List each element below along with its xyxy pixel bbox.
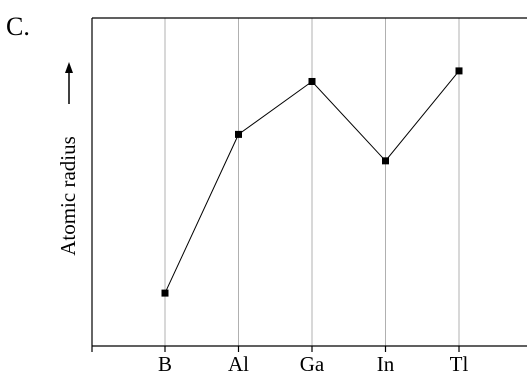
y-axis-label: Atomic radius [56, 136, 80, 256]
data-point-in [382, 157, 389, 165]
data-point-al [235, 130, 242, 138]
panel-label: C. [6, 12, 30, 41]
y-axis-arrow-head [65, 62, 73, 73]
y-axis-label-group: Atomic radius [56, 62, 80, 256]
x-axis-tick-labels: B Al Ga In Tl [158, 352, 468, 376]
data-point-b [161, 289, 169, 297]
x-tick-label-b: B [158, 352, 172, 376]
data-point-ga [308, 77, 316, 85]
x-axis-ticks [91, 346, 460, 352]
vertical-grid-lines [164, 18, 460, 346]
x-tick-label-in: In [377, 352, 395, 376]
axes [91, 17, 527, 347]
data-point-tl [455, 67, 463, 75]
series-atomic-radius [161, 67, 463, 297]
x-tick-label-al: Al [228, 352, 249, 376]
x-tick-label-tl: Tl [450, 352, 469, 376]
x-tick-label-ga: Ga [300, 352, 325, 376]
